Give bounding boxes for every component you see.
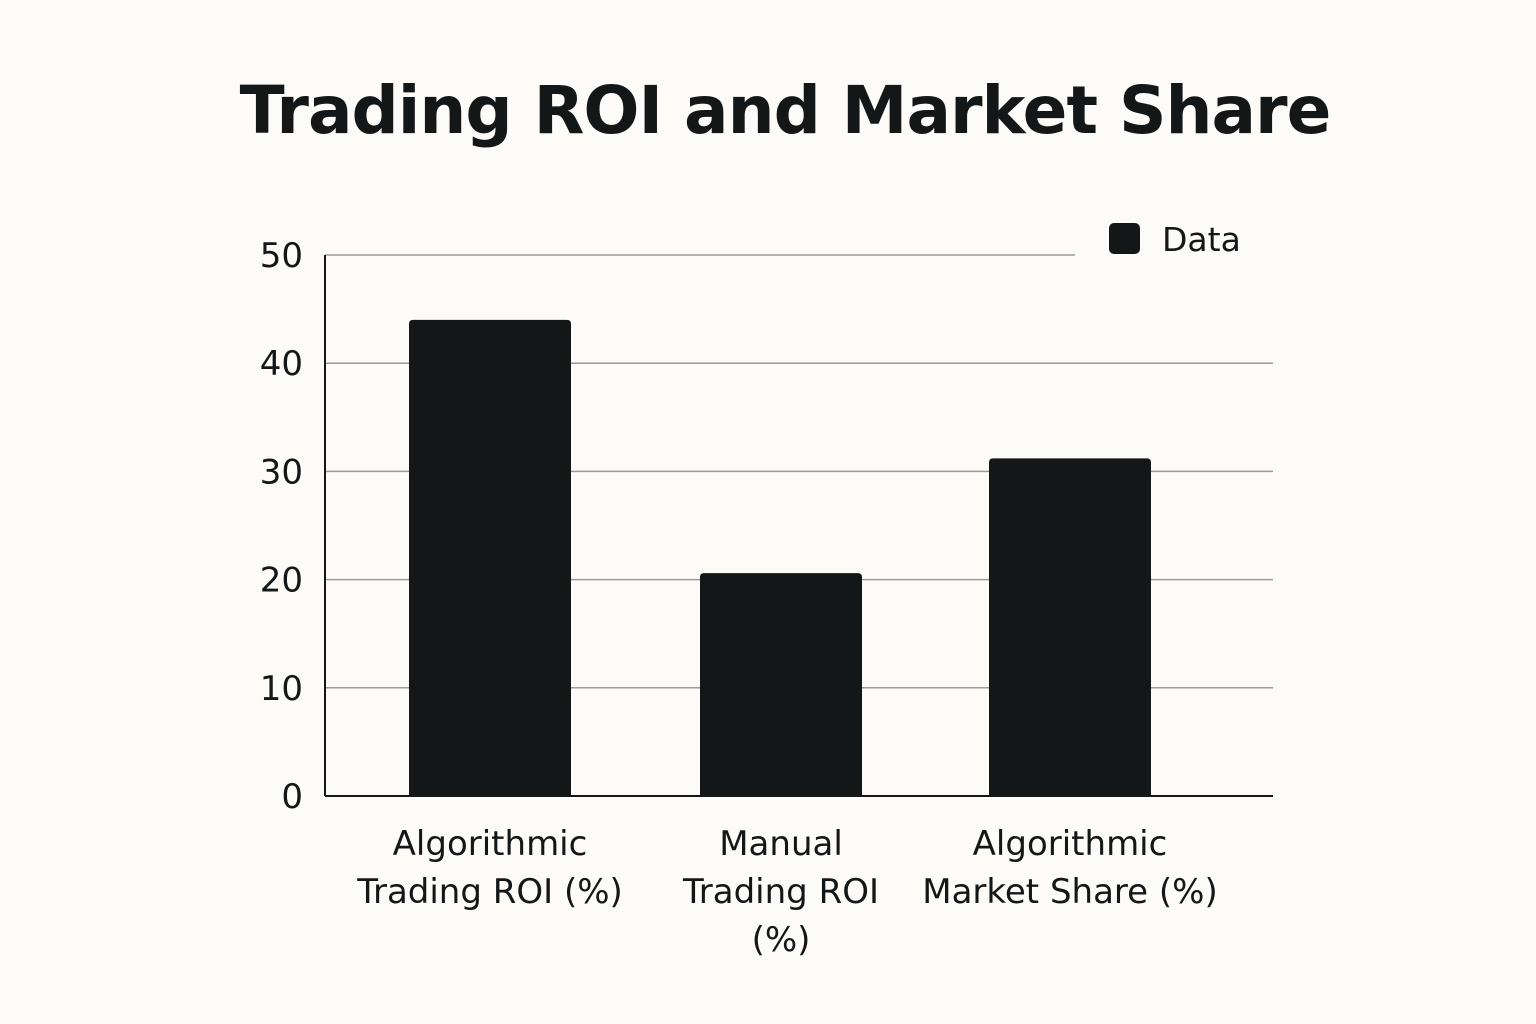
- y-tick-label: 0: [281, 777, 303, 817]
- x-tick-label-group: Algorithmic Market Share (%): [922, 824, 1217, 912]
- bar-2: [700, 573, 862, 796]
- x-tick-label-group: Algorithmic Trading ROI (%): [356, 824, 623, 912]
- x-tick-label: Trading ROI (%): [356, 872, 623, 912]
- legend-swatch: [1109, 223, 1140, 254]
- y-tick-label: 10: [260, 669, 303, 709]
- bar-1: [409, 319, 571, 796]
- x-tick-label: Market Share (%): [922, 872, 1217, 912]
- x-tick-label: Manual: [719, 824, 843, 864]
- chart-title: Trading ROI and Market Share: [239, 72, 1332, 149]
- x-tick-label: Algorithmic: [973, 824, 1168, 864]
- axes: [324, 255, 1273, 797]
- y-tick-label: 50: [260, 236, 303, 276]
- bars: [409, 319, 1151, 796]
- y-tick-label: 20: [260, 561, 303, 601]
- y-tick-label: 30: [260, 452, 303, 492]
- y-tick-labels: 0 10 20 30 40 50: [260, 236, 303, 817]
- x-tick-label: Trading ROI: [682, 872, 879, 912]
- legend: Data: [1109, 220, 1241, 259]
- x-tick-label: (%): [752, 920, 811, 960]
- y-tick-label: 40: [260, 344, 303, 384]
- x-tick-labels: Algorithmic Trading ROI (%) Manual Trading …: [356, 824, 1218, 960]
- x-tick-label-group: Manual Trading ROI (%): [682, 824, 879, 960]
- x-tick-label: Algorithmic: [393, 824, 588, 864]
- bar-3: [989, 458, 1151, 796]
- legend-label: Data: [1162, 220, 1241, 259]
